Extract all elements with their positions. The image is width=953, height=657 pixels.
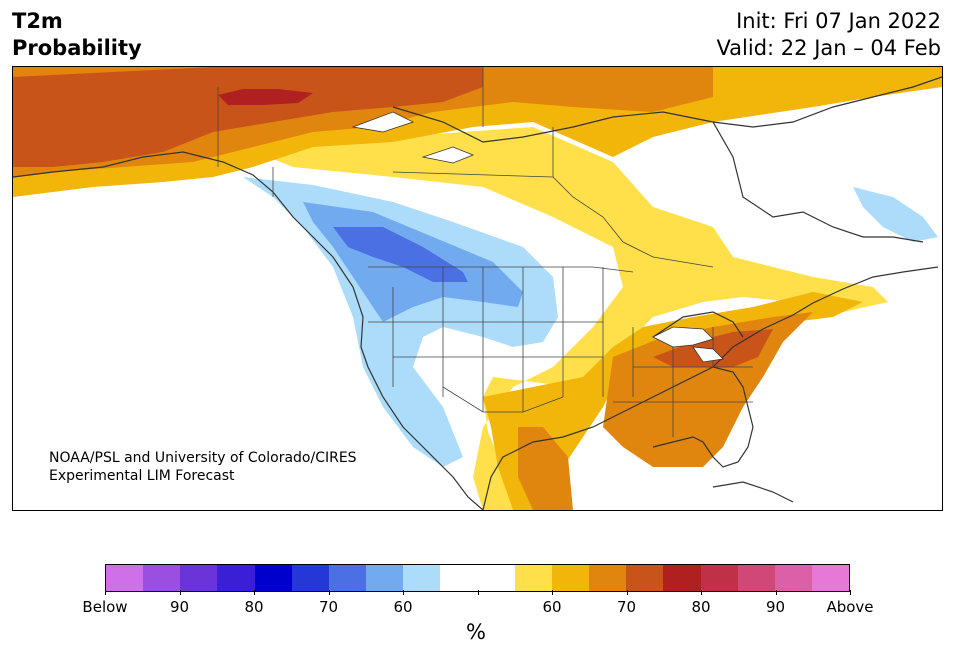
colorbar-tick-label: 90 — [169, 598, 190, 616]
colorbar-tick — [328, 590, 330, 595]
colorbar-swatch — [811, 565, 850, 591]
warm-vstrong-alaska-canada — [13, 67, 483, 167]
colorbar-swatch — [403, 565, 441, 591]
colorbar-swatch — [366, 565, 404, 591]
product-label: Probability — [12, 36, 142, 60]
colorbar-swatch — [291, 565, 329, 591]
colorbar-tick-label: 80 — [691, 598, 711, 616]
cold-strong-region — [333, 227, 468, 282]
variable-label: T2m — [12, 9, 63, 33]
map-title: T2m Probability — [12, 8, 142, 62]
colorbar-tick — [105, 590, 106, 595]
map-panel — [12, 66, 943, 511]
colorbar-tick-label: 60 — [542, 598, 562, 616]
credit-line-2: Experimental LIM Forecast — [49, 468, 235, 484]
colorbar-swatch — [440, 565, 478, 591]
inland-water — [351, 111, 724, 363]
credit-text: NOAA/PSL and University of Colorado/CIRE… — [49, 449, 357, 485]
colorbar-tick — [552, 590, 553, 595]
colorbar-swatch — [143, 565, 181, 591]
colorbar-tick — [179, 590, 181, 595]
init-date: Init: Fri 07 Jan 2022 — [736, 9, 941, 33]
coastlines — [13, 76, 942, 510]
colorbar-tick-label: 70 — [616, 598, 637, 616]
colorbar-swatch — [626, 565, 664, 591]
political-borders — [217, 67, 753, 437]
colorbar-tick-label: 80 — [244, 598, 264, 616]
colorbar-swatch — [106, 565, 144, 591]
colorbar-tick — [701, 590, 702, 595]
colorbar-tick — [477, 590, 479, 595]
valid-range: Valid: 22 Jan – 04 Feb — [716, 36, 941, 60]
cold-light-east — [853, 187, 938, 242]
colorbar-swatch — [180, 565, 218, 591]
colorbar-tick — [254, 590, 255, 595]
probability-map — [13, 67, 942, 510]
colorbar-tick-label: 60 — [393, 598, 413, 616]
warm-extreme-region — [218, 89, 313, 105]
colorbar — [105, 564, 850, 592]
colorbar-tick — [403, 590, 404, 595]
colorbar-swatch — [254, 565, 292, 591]
colorbar-tick-label: 70 — [318, 598, 339, 616]
colorbar-unit: % — [466, 620, 486, 644]
warm-light-region — [243, 127, 888, 510]
colorbar-swatch — [477, 565, 515, 591]
warm-strong-mexico — [518, 427, 573, 510]
colorbar-tick-label: Above — [826, 598, 874, 616]
credit-line-1: NOAA/PSL and University of Colorado/CIRE… — [49, 450, 357, 466]
colorbar-tick — [850, 590, 851, 595]
colorbar-swatch — [217, 565, 255, 591]
colorbar-swatch — [700, 565, 738, 591]
colorbar-tick — [775, 590, 777, 595]
colorbar-swatch — [328, 565, 367, 591]
colorbar-swatch — [589, 565, 627, 591]
colorbar-swatch — [551, 565, 590, 591]
date-info: Init: Fri 07 Jan 2022 Valid: 22 Jan – 04… — [716, 8, 941, 62]
colorbar-tick-label: Below — [82, 598, 128, 616]
colorbar-swatch — [514, 565, 552, 591]
colorbar-swatch — [774, 565, 812, 591]
colorbar-tick-label: 90 — [765, 598, 786, 616]
colorbar-swatch — [663, 565, 701, 591]
colorbar-swatch — [737, 565, 775, 591]
colorbar-tick — [626, 590, 628, 595]
